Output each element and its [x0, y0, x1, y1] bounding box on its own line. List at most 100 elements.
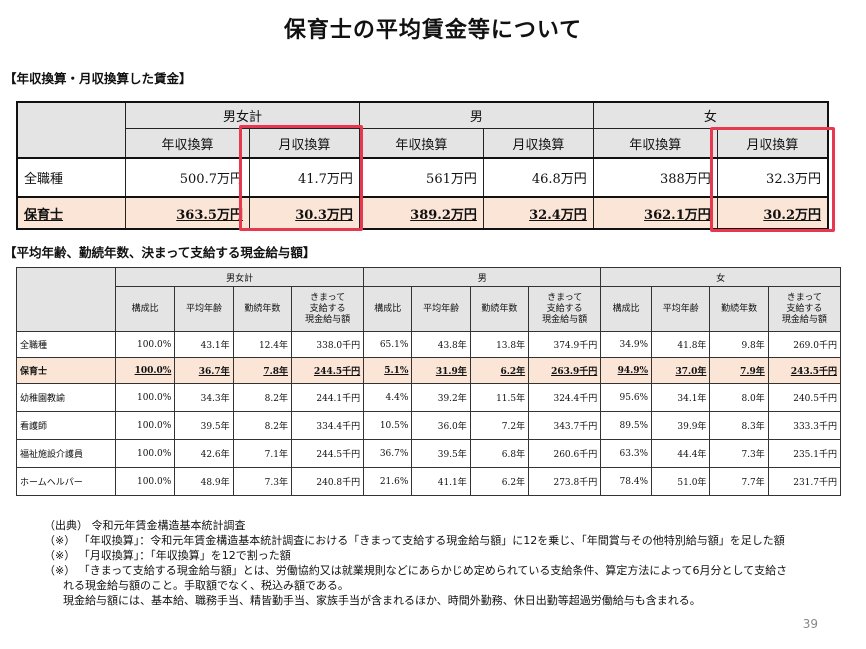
table-cell: 43.8年: [411, 331, 471, 358]
table-row: 全職種 500.7万円 41.7万円 561万円 46.8万円 388万円 32…: [16, 157, 829, 198]
table-cell: 388万円: [592, 157, 718, 198]
table-row-highlighted: 保育士 100.0% 36.7年 7.8年 244.5千円 5.1% 31.9年 6.2年 26…: [16, 357, 842, 384]
table-cell: 263.9千円: [528, 357, 602, 384]
table-cell: 338.0千円: [290, 331, 365, 358]
table-cell: 334.4千円: [290, 411, 365, 440]
group-header-total: 男女計: [114, 267, 365, 287]
table-cell: 42.6年: [174, 439, 234, 468]
group-header-female: 女: [600, 267, 841, 287]
table-cell: 7.9年: [709, 357, 769, 384]
table-cell: 51.0年: [651, 467, 711, 496]
table-cell: 231.7千円: [767, 467, 842, 496]
col-header: 勤続年数: [232, 286, 293, 332]
table-cell: 244.1千円: [290, 383, 365, 412]
col-header: 構成比: [600, 286, 653, 332]
table-cell: 244.5千円: [290, 357, 365, 384]
table-cell: 30.2万円: [716, 196, 829, 230]
table-cell: 39.9年: [651, 411, 711, 440]
section-label-annual-monthly: 【年収換算・月収換算した賃金】: [4, 71, 192, 86]
table-cell: 374.9千円: [528, 331, 602, 358]
table-cell: 36.7年: [174, 357, 234, 384]
table-cell: 13.8年: [469, 331, 530, 358]
row-label: 看護師: [16, 411, 116, 440]
table-cell: 7.7年: [709, 467, 769, 496]
col-header: 月収換算: [248, 128, 360, 159]
group-header-male: 男: [363, 267, 602, 287]
table-cell: 36.0年: [411, 411, 471, 440]
table-cell: 44.4年: [651, 439, 711, 468]
table-cell: 500.7万円: [125, 157, 250, 198]
table-cell: 244.5千円: [290, 439, 365, 468]
table-cell: 89.5%: [600, 411, 653, 440]
table-cell: 10.5%: [363, 411, 413, 440]
table-cell: 95.6%: [600, 383, 653, 412]
table-cell: 41.1年: [411, 467, 471, 496]
table-cell: 34.9%: [600, 331, 653, 358]
table-cell: 269.0千円: [767, 331, 842, 358]
table-cell: 7.3年: [709, 439, 769, 468]
table-cell: 8.0年: [709, 383, 769, 412]
col-header: 年収換算: [358, 128, 484, 159]
table-row: 全職種 100.0% 43.1年 12.4年 338.0千円 65.1% 43.8年 13.8…: [16, 331, 842, 358]
table-cell: 39.5年: [411, 439, 471, 468]
table-cell: 235.1千円: [767, 439, 842, 468]
table-cell: 39.5年: [174, 411, 234, 440]
col-header: きまって 支給する 現金給与額: [290, 286, 365, 332]
table-cell: 46.8万円: [482, 157, 594, 198]
footnotes: （出典） 令和元年賃金構造基本統計調査 （※） 「年収換算」：令和元年賃金構造基…: [44, 518, 844, 608]
table-cell: 65.1%: [363, 331, 413, 358]
table-cell: 31.9年: [411, 357, 471, 384]
annual-monthly-wage-table: 男女計 男 女 年収換算 月収換算 年収換算 月収換算 年収換算 月収換算 全職…: [16, 101, 829, 230]
table-cell: 100.0%: [114, 439, 176, 468]
table-cell: 9.8年: [709, 331, 769, 358]
table-row-highlighted: 保育士 363.5万円 30.3万円 389.2万円 32.4万円 362.1万…: [16, 196, 829, 230]
table-cell: 21.6%: [363, 467, 413, 496]
note-annual: （※） 「年収換算」：令和元年賃金構造基本統計調査における「きまって支給する現金…: [44, 534, 785, 547]
table-cell: 32.4万円: [482, 196, 594, 230]
table-cell: 78.4%: [600, 467, 653, 496]
row-label: 全職種: [16, 331, 116, 358]
row-label: 幼稚園教諭: [16, 383, 116, 412]
col-header: 平均年齢: [651, 286, 711, 332]
page-title: 保育士の平均賃金等について: [283, 18, 583, 43]
note-definition-detail: 現金給与額には、基本給、職務手当、精皆勤手当、家族手当が含まれるほか、時間外勤務…: [63, 594, 701, 607]
table-cell: 100.0%: [114, 357, 176, 384]
table-row: 幼稚園教諭 100.0% 34.3年 8.2年 244.1千円 4.4% 39.2年 11.5…: [16, 383, 842, 412]
table-cell: 34.3年: [174, 383, 234, 412]
table-cell: 7.8年: [232, 357, 293, 384]
table-cell: 7.2年: [469, 411, 530, 440]
table-row: 看護師 100.0% 39.5年 8.2年 334.4千円 10.5% 36.0年 7.2年 3…: [16, 411, 842, 440]
table-cell: 6.2年: [469, 467, 530, 496]
table-cell: 240.5千円: [767, 383, 842, 412]
table-cell: 11.5年: [469, 383, 530, 412]
table-cell: 561万円: [358, 157, 484, 198]
table-row: ホームヘルパー 100.0% 48.9年 7.3年 240.8千円 21.6% 41.1年 6…: [16, 467, 842, 496]
col-header: 構成比: [363, 286, 413, 332]
group-header-total: 男女計: [125, 101, 360, 129]
note-definition: （※） 「きまって支給する現金給与額」とは、労働協約又は就業規則などにあらかじめ…: [44, 564, 788, 577]
table-cell: 41.7万円: [248, 157, 360, 198]
table-cell: 324.4千円: [528, 383, 602, 412]
table-cell: 41.8年: [651, 331, 711, 358]
section-label-age-tenure: 【平均年齢、勤続年数、決まって支給する現金給与額】: [4, 245, 316, 260]
table-cell: 100.0%: [114, 331, 176, 358]
col-header: 構成比: [114, 286, 176, 332]
col-header: 勤続年数: [709, 286, 769, 332]
table-cell: 363.5万円: [125, 196, 250, 230]
age-tenure-wage-table: 男女計 男 女 構成比 平均年齢 勤続年数 きまって 支給する 現金給与額 構成比 平均年…: [16, 267, 842, 496]
table-cell: 6.2年: [469, 357, 530, 384]
table-cell: 48.9年: [174, 467, 234, 496]
table-cell: 39.2年: [411, 383, 471, 412]
table-corner: [16, 101, 126, 159]
page-number: 39: [802, 617, 818, 631]
table-corner: [16, 267, 116, 332]
note-definition-cont: れる現金給与額のこと。手取額でなく、税込み額である。: [63, 579, 349, 592]
col-header: 平均年齢: [174, 286, 234, 332]
table-row: 福祉施設介護員 100.0% 42.6年 7.1年 244.5千円 36.7% 39.5年 6…: [16, 439, 842, 468]
table-cell: 7.1年: [232, 439, 293, 468]
table-cell: 34.1年: [651, 383, 711, 412]
table-cell: 8.2年: [232, 411, 293, 440]
table-cell: 30.3万円: [248, 196, 360, 230]
table-cell: 343.7千円: [528, 411, 602, 440]
col-header: きまって 支給する 現金給与額: [528, 286, 602, 332]
